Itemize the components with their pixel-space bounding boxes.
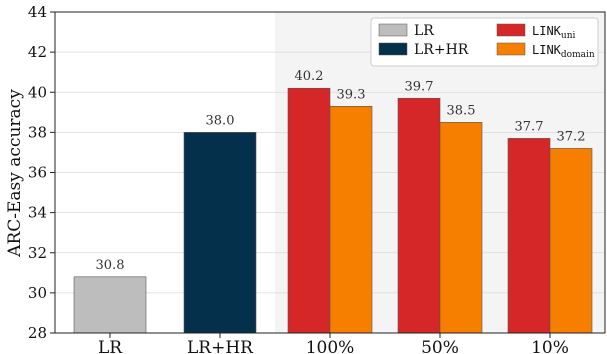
y-tick-label: 36	[28, 164, 47, 182]
bar-value-label: 40.2	[295, 69, 324, 84]
legend-label: LINKdomain	[532, 43, 595, 60]
legend-swatch	[496, 42, 526, 56]
bar-value-label: 37.7	[515, 119, 544, 134]
legend-swatch	[496, 23, 526, 37]
x-tick-label: 10%	[531, 338, 569, 354]
x-tick-label: 50%	[421, 338, 459, 354]
y-tick-label: 28	[28, 324, 47, 342]
y-tick-label: 38	[28, 123, 47, 141]
legend: LR LR+HR LINKuni LINKdomain	[370, 17, 599, 67]
bar	[287, 87, 331, 334]
legend-label: LINKuni	[532, 24, 575, 41]
bar-value-label: 38.0	[206, 113, 235, 128]
bars	[73, 87, 593, 334]
legend-label: LR	[414, 23, 434, 39]
value-labels: 30.8 38.0 40.2 39.7 37.7 39.3 38.5 37.2	[96, 69, 586, 273]
x-tick-label: 100%	[306, 338, 355, 354]
bar	[329, 105, 373, 334]
y-tick-label: 34	[28, 204, 47, 222]
bar	[73, 276, 147, 334]
bar	[549, 148, 593, 334]
bar-value-label: 39.3	[337, 87, 366, 102]
bar-value-label: 38.5	[447, 103, 476, 118]
bar	[507, 138, 551, 334]
bar-value-label: 30.8	[96, 258, 125, 273]
bar	[397, 97, 441, 334]
bar	[183, 132, 257, 334]
legend-label: LR+HR	[414, 42, 469, 58]
legend-box	[370, 17, 599, 67]
y-tick-label: 32	[28, 244, 47, 262]
bar-value-label: 39.7	[405, 79, 434, 94]
bar-value-label: 37.2	[557, 129, 586, 144]
y-tick-label: 30	[28, 284, 47, 302]
y-tick-label: 42	[28, 43, 47, 61]
legend-swatch	[378, 42, 408, 56]
bar	[439, 122, 483, 334]
y-tick-label: 40	[28, 83, 47, 101]
legend-swatch	[378, 23, 408, 37]
x-tick-label: LR	[98, 338, 123, 354]
y-axis-label: ARC-Easy accuracy	[5, 89, 25, 258]
y-tick-labels: 28 30 32 34 36 38 40 42 44	[28, 3, 47, 342]
x-tick-label: LR+HR	[187, 338, 254, 354]
axes	[50, 11, 606, 338]
x-tick-labels: LR LR+HR 100% 50% 10%	[98, 338, 569, 354]
y-tick-label: 44	[28, 3, 47, 21]
